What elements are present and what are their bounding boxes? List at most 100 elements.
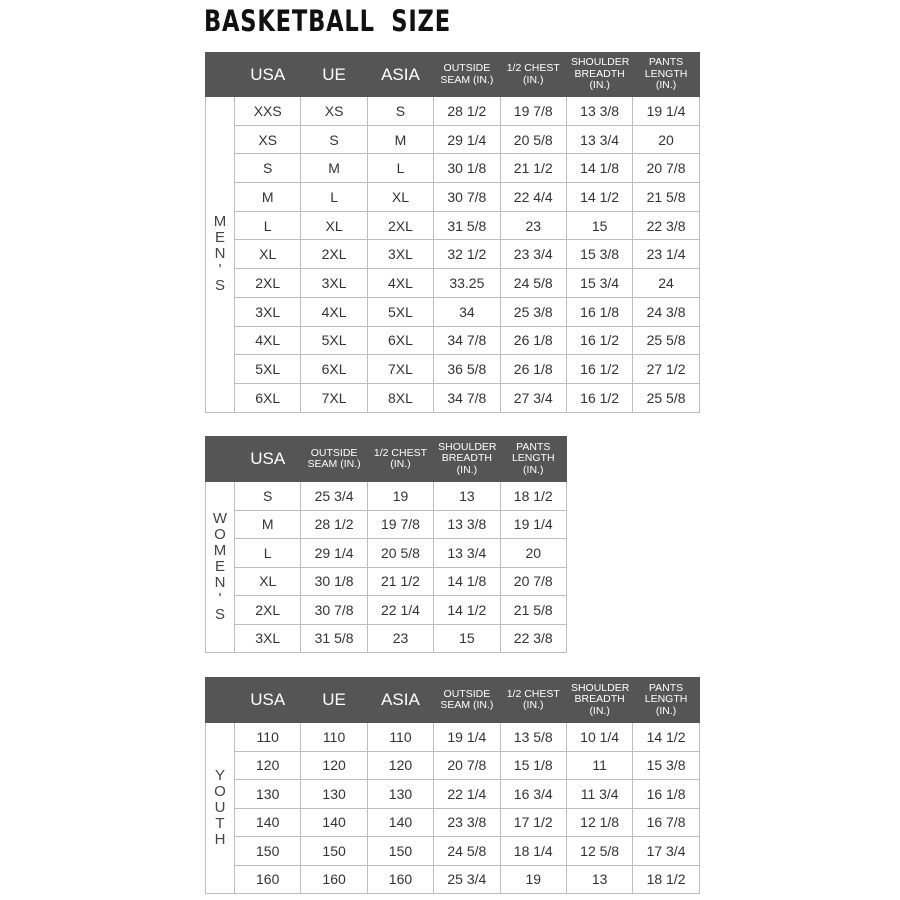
table-cell: 23 1/4 <box>632 239 700 270</box>
table-cell: 7XL <box>366 354 435 384</box>
table-cell: 14 1/8 <box>433 566 501 596</box>
header-row: USA OUTSIDE SEAM (IN.) 1/2 CHEST (IN.) SHOU… <box>205 436 567 482</box>
table-cell: 4XL <box>233 325 302 356</box>
table-row: 4XL 5XL 6XL 34 7/8 26 1/8 16 1/2 25 5/8 <box>206 325 700 356</box>
table-row: 140 140 140 23 3/8 17 1/2 12 1/8 16 7/8 <box>206 807 700 837</box>
table-cell: 140 <box>233 807 302 837</box>
table-cell: 13 3/4 <box>565 124 634 155</box>
table-cell: 21 5/8 <box>499 595 567 625</box>
table-cell: 22 3/8 <box>499 623 567 653</box>
table-cell: 20 <box>632 124 700 155</box>
table-cell: 34 7/8 <box>433 325 501 356</box>
table-cell: 10 1/4 <box>565 722 634 752</box>
table-cell: 20 7/8 <box>632 153 700 184</box>
table-cell: 13 3/8 <box>433 509 501 539</box>
table-cell: S <box>233 153 302 184</box>
table-cell: XL <box>300 210 368 241</box>
table-cell: 29 1/4 <box>433 124 501 155</box>
column-header: USA <box>233 677 302 723</box>
table-cell: 23 3/4 <box>499 239 567 270</box>
table-cell: 13 3/8 <box>565 96 634 126</box>
table-cell: 30 1/8 <box>300 566 368 596</box>
table-row: 150 150 150 24 5/8 18 1/4 12 5/8 17 3/4 <box>206 836 700 866</box>
group-label: YOUTH <box>205 722 235 894</box>
table-cell: 16 1/8 <box>565 296 634 327</box>
table-cell: 17 1/2 <box>499 807 567 837</box>
table-cell: L <box>300 182 368 212</box>
group-label: MEN'S <box>205 96 235 413</box>
mens-size-table: USA UE ASIA OUTSIDE SEAM (IN.) 1/2 CHEST (IN… <box>205 52 700 413</box>
table-cell: 24 <box>632 268 700 298</box>
table-cell: 140 <box>366 807 435 837</box>
table-cell: 30 7/8 <box>300 595 368 625</box>
header-row: USA UE ASIA OUTSIDE SEAM (IN.) 1/2 CHEST (IN… <box>205 677 700 723</box>
table-cell: 27 3/4 <box>499 382 567 413</box>
table-cell: 6XL <box>366 325 435 356</box>
table-cell: 23 3/8 <box>433 807 501 837</box>
table-row: 2XL 3XL 4XL 33.25 24 5/8 15 3/4 24 <box>206 268 700 298</box>
column-header: 1/2 CHEST (IN.) <box>499 52 567 97</box>
table-row: S M L 30 1/8 21 1/2 14 1/8 20 7/8 <box>206 153 700 184</box>
group-label-text: YOUTH <box>211 766 229 847</box>
table-cell: 2XL <box>233 268 302 298</box>
table-row: 3XL 31 5/8 23 15 22 3/8 <box>206 623 567 653</box>
table-cell: 19 <box>499 864 567 894</box>
table-cell: 31 5/8 <box>300 623 368 653</box>
table-cell: 16 3/4 <box>499 779 567 809</box>
column-header: UE <box>300 52 368 97</box>
table-cell: 18 1/2 <box>632 864 700 894</box>
table-cell: 19 1/4 <box>499 509 567 539</box>
column-header: UE <box>300 677 368 723</box>
table-cell: 28 1/2 <box>433 96 501 126</box>
table-cell: 150 <box>233 836 302 866</box>
table-row: MEN'S XXS XS S 28 1/2 19 7/8 13 3/8 19 1/4 <box>205 96 700 413</box>
table-cell: 4XL <box>366 268 435 298</box>
table-cell: 23 <box>366 623 435 653</box>
table-cell: 20 5/8 <box>366 538 435 568</box>
column-header: SHOULDER BREADTH (IN.) <box>433 436 501 482</box>
column-header: OUTSIDE SEAM (IN.) <box>433 52 501 97</box>
table-row: 120 120 120 20 7/8 15 1/8 11 15 3/8 <box>206 750 700 780</box>
table-cell: 3XL <box>300 268 368 298</box>
table-cell: 19 1/4 <box>632 96 700 126</box>
table-row: 2XL 30 7/8 22 1/4 14 1/2 21 5/8 <box>206 595 567 625</box>
table-cell: 20 5/8 <box>499 124 567 155</box>
table-cell: 17 3/4 <box>632 836 700 866</box>
table-row: L XL 2XL 31 5/8 23 15 22 3/8 <box>206 210 700 241</box>
table-cell: XL <box>366 182 435 212</box>
header-corner <box>205 52 235 97</box>
table-row: 5XL 6XL 7XL 36 5/8 26 1/8 16 1/2 27 1/2 <box>206 354 700 384</box>
table-cell: 15 3/4 <box>565 268 634 298</box>
table-row: 6XL 7XL 8XL 34 7/8 27 3/4 16 1/2 25 5/8 <box>206 382 700 413</box>
table-cell: L <box>233 210 302 241</box>
table-cell: 22 3/8 <box>632 210 700 241</box>
table-cell: XS <box>233 124 302 155</box>
table-cell: 8XL <box>366 382 435 413</box>
group-label-text: MEN'S <box>211 212 229 293</box>
table-row: M 28 1/2 19 7/8 13 3/8 19 1/4 <box>206 509 567 539</box>
table-cell: M <box>366 124 435 155</box>
table-cell: XL <box>233 566 302 596</box>
table-cell: 15 1/8 <box>499 750 567 780</box>
table-cell: 18 1/4 <box>499 836 567 866</box>
column-header: PANTS LENGTH (IN.) <box>632 677 700 723</box>
table-cell: 15 <box>433 623 501 653</box>
table-cell: 12 5/8 <box>565 836 634 866</box>
table-cell: 14 1/2 <box>632 722 700 752</box>
table-cell: 18 1/2 <box>499 481 567 511</box>
table-cell: 26 1/8 <box>499 325 567 356</box>
table-cell: 19 <box>366 481 435 511</box>
table-cell: 27 1/2 <box>632 354 700 384</box>
column-header: OUTSIDE SEAM (IN.) <box>300 436 368 482</box>
table-cell: 25 3/4 <box>433 864 501 894</box>
table-cell: 2XL <box>366 210 435 241</box>
table-cell: 29 1/4 <box>300 538 368 568</box>
table-cell: 16 1/2 <box>565 354 634 384</box>
header-row: USA UE ASIA OUTSIDE SEAM (IN.) 1/2 CHEST (IN… <box>205 52 700 97</box>
table-cell: 3XL <box>233 296 302 327</box>
table-cell: 3XL <box>233 623 302 653</box>
table-cell: 36 5/8 <box>433 354 501 384</box>
table-cell: 22 1/4 <box>366 595 435 625</box>
header-corner <box>205 677 235 723</box>
table-cell: M <box>300 153 368 184</box>
